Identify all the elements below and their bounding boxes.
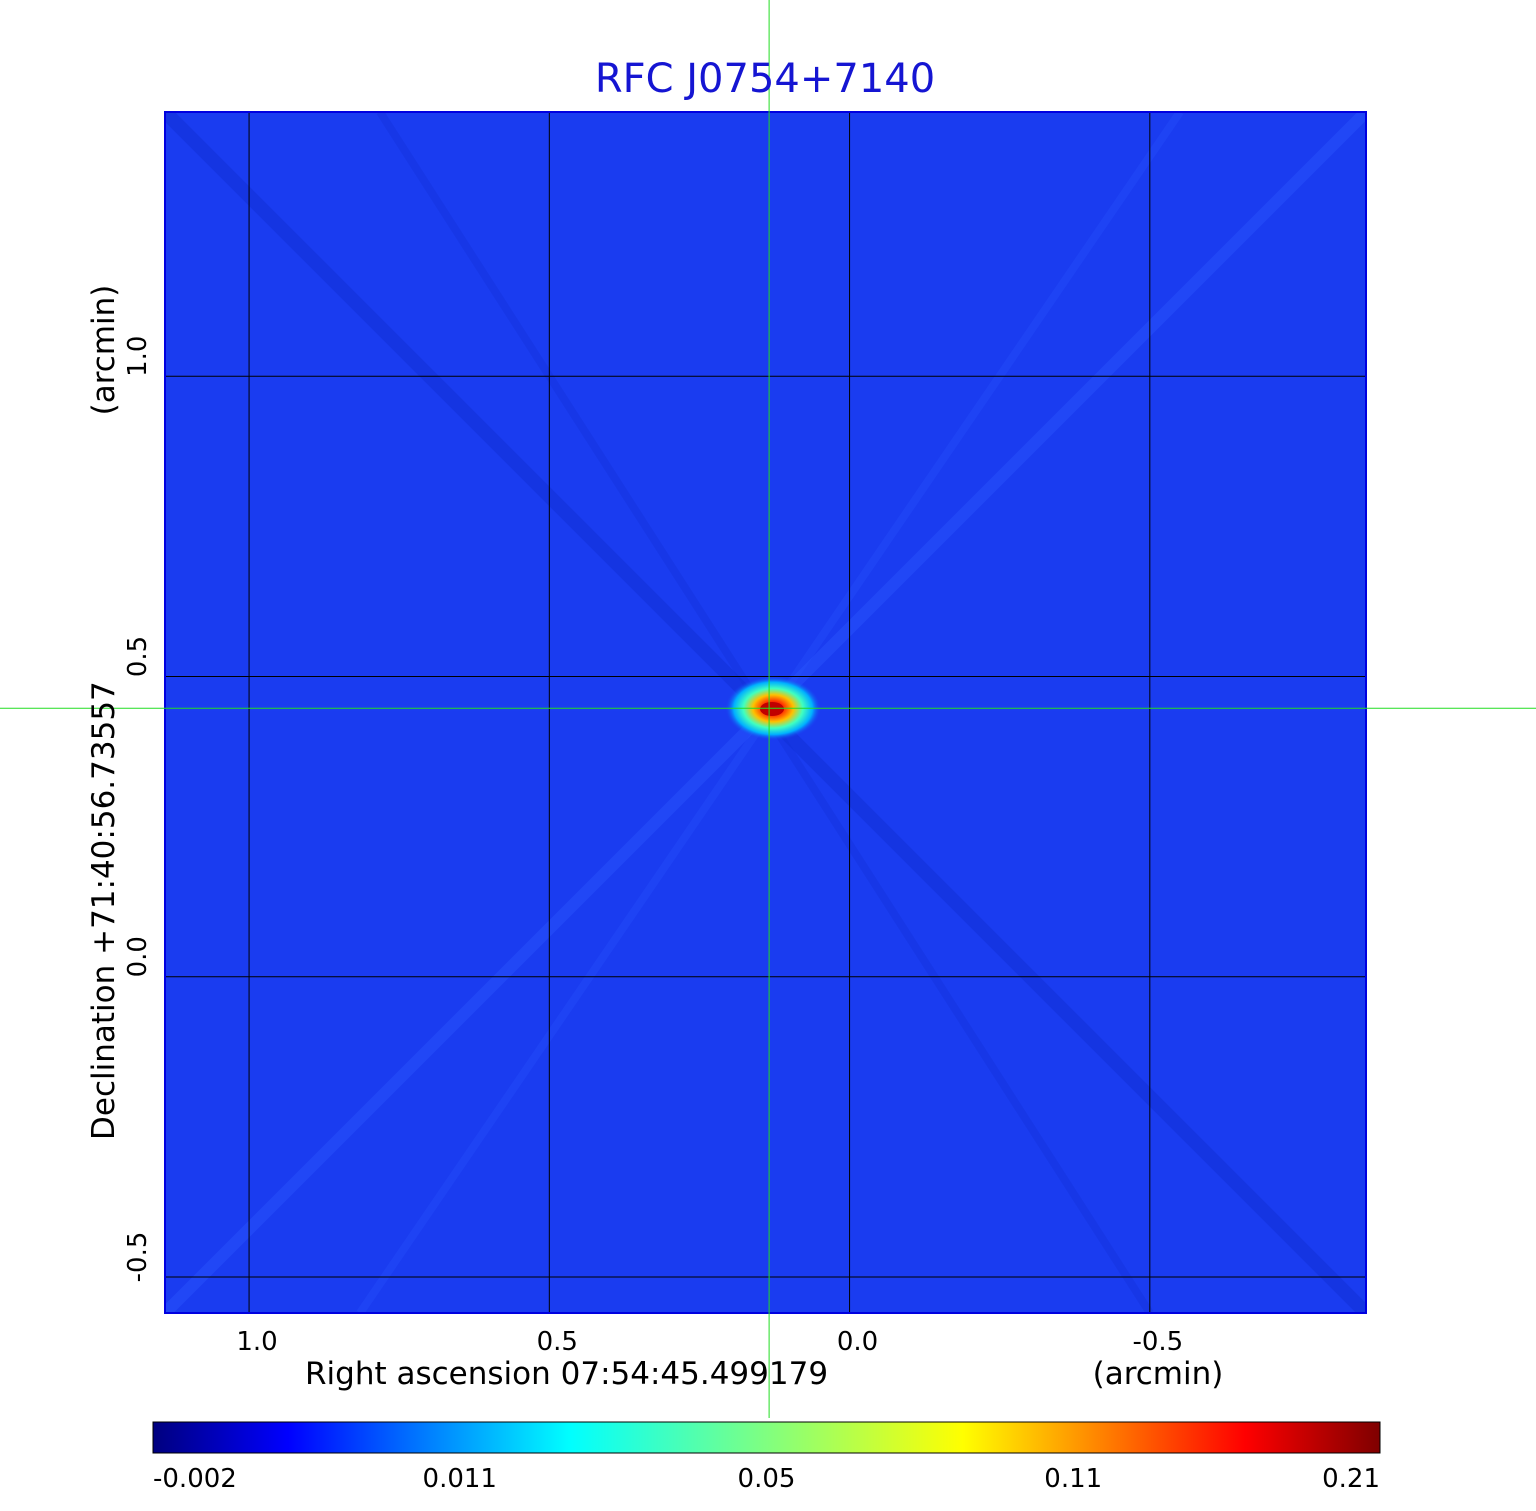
y-tick-label: 0.5: [123, 636, 153, 677]
x-axis-ticks: 1.0 0.5 0.0 -0.5: [236, 1327, 1183, 1357]
y-tick-label: 1.0: [123, 336, 153, 377]
colorbar-ticks: -0.002 0.011 0.05 0.11 0.21: [153, 1464, 1380, 1494]
x-axis-unit: (arcmin): [1093, 1356, 1224, 1392]
colorbar-gradient: [152, 1421, 1381, 1454]
source-core: [760, 702, 784, 716]
colorbar-tick-label: 0.21: [1322, 1464, 1380, 1494]
colorbar: -0.002 0.011 0.05 0.11 0.21: [152, 1421, 1381, 1494]
x-tick-label: -0.5: [1132, 1327, 1183, 1357]
x-axis-label: Right ascension 07:54:45.499179: [305, 1356, 828, 1392]
y-tick-label: 0.0: [123, 936, 153, 977]
colorbar-tick-label: 0.11: [1044, 1464, 1102, 1494]
plot-area: [164, 111, 1367, 1314]
crosshair: [0, 0, 1536, 1418]
y-axis-ticks: 1.0 0.5 0.0 -0.5: [123, 336, 153, 1283]
colorbar-tick-label: 0.05: [738, 1464, 796, 1494]
colorbar-tick-label: -0.002: [153, 1464, 237, 1494]
x-tick-label: 1.0: [236, 1327, 277, 1357]
plot-frame: [164, 111, 1367, 1314]
x-tick-label: 0.0: [837, 1327, 878, 1357]
chart-title: RFC J0754+7140: [595, 56, 935, 102]
y-tick-label: -0.5: [123, 1232, 153, 1283]
x-tick-label: 0.5: [537, 1327, 578, 1357]
grid-lines: [165, 112, 1366, 1313]
colorbar-tick-label: 0.011: [423, 1464, 497, 1494]
y-axis-unit: (arcmin): [86, 285, 122, 416]
y-axis-label: Declination +71:40:56.73557: [86, 681, 122, 1140]
